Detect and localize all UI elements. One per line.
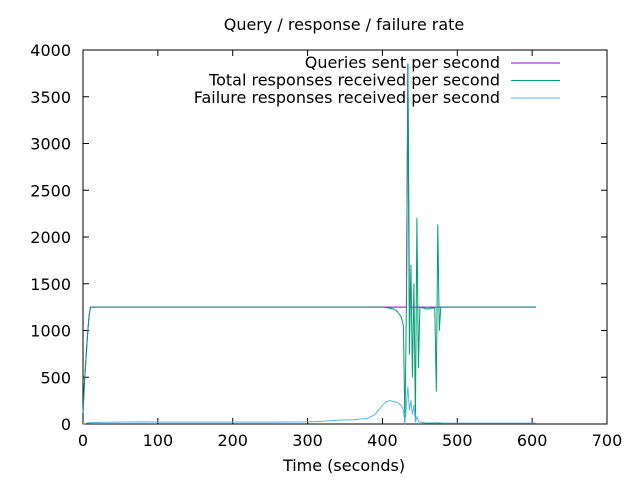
y-tick-label: 3500 [30, 88, 71, 107]
y-tick-label: 1000 [30, 322, 71, 341]
y-tick-label: 500 [40, 368, 71, 387]
series-line-2 [82, 63, 536, 425]
x-tick-label: 400 [367, 431, 398, 450]
x-tick-label: 200 [217, 431, 248, 450]
y-tick-label: 2000 [30, 228, 71, 247]
x-tick-label: 500 [442, 431, 473, 450]
x-tick-label: 0 [78, 431, 88, 450]
y-tick-label: 3000 [30, 135, 71, 154]
legend-label: Total responses received per second [208, 71, 500, 90]
y-axis: 0 500 1000 1500 2000 2500 3000 3500 4000 [30, 41, 607, 434]
y-tick-label: 2500 [30, 181, 71, 200]
series-line-1 [82, 63, 536, 413]
y-tick-label: 0 [61, 415, 71, 434]
legend-label: Failure responses received per second [194, 88, 500, 107]
y-tick-label: 4000 [30, 41, 71, 60]
x-tick-label: 300 [292, 431, 323, 450]
x-tick-label: 600 [517, 431, 548, 450]
x-tick-label: 100 [143, 431, 174, 450]
chart-title: Query / response / failure rate [224, 15, 465, 34]
series-line-3 [82, 386, 536, 425]
x-axis-label: Time (seconds) [282, 456, 405, 475]
x-axis: 0 100 200 300 400 500 600 700 [78, 50, 622, 450]
x-tick-label: 700 [592, 431, 623, 450]
legend-label: Queries sent per second [305, 53, 500, 72]
y-tick-label: 1500 [30, 275, 71, 294]
series-lines [82, 63, 536, 425]
